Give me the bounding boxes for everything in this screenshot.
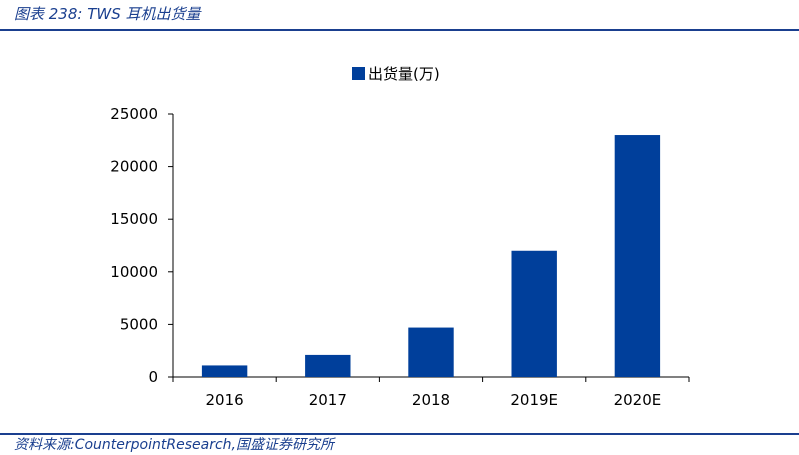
x-tick-label: 2016 — [206, 391, 244, 409]
x-tick-label: 2019E — [510, 391, 558, 409]
x-tick-label: 2017 — [309, 391, 347, 409]
source-note: 资料来源:CounterpointResearch,国盛证券研究所 — [14, 437, 334, 453]
y-axis: 0 5000 10000 15000 20000 25000 — [110, 105, 174, 386]
x-tick-label: 2020E — [614, 391, 662, 409]
y-tick-label: 25000 — [110, 105, 158, 123]
y-tick-label: 20000 — [110, 158, 158, 176]
bar-2020E — [614, 135, 661, 377]
top-divider — [0, 29, 799, 31]
bar-2017 — [305, 354, 351, 377]
y-tick-label: 0 — [148, 368, 158, 386]
y-tick-label: 15000 — [110, 210, 158, 228]
legend-label: 出货量(万) — [368, 65, 440, 83]
legend: 出货量(万) — [352, 65, 440, 83]
bar-2016 — [201, 365, 248, 377]
x-tick-label: 2018 — [412, 391, 450, 409]
bar-2018 — [408, 327, 454, 377]
bars — [201, 135, 661, 377]
bottom-divider — [0, 433, 799, 435]
bar-2019E — [511, 250, 557, 377]
figure-caption: 图表 238: TWS 耳机出货量 — [14, 5, 201, 23]
y-tick-label: 10000 — [110, 263, 158, 281]
y-tick-label: 5000 — [120, 315, 158, 333]
x-axis: 2016 2017 2018 2019E 2020E — [172, 376, 690, 409]
legend-swatch — [352, 67, 365, 80]
